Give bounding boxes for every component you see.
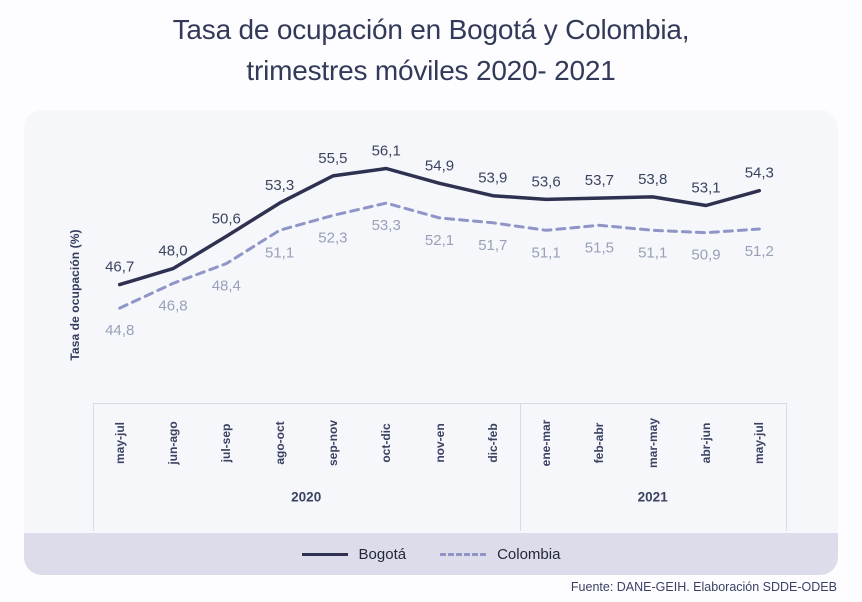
bogota-data-label: 55,5 [318,150,347,167]
bogota-data-label: 53,9 [478,170,507,187]
legend-item-colombia: Colombia [440,546,560,563]
legend-label-bogota: Bogotá [358,545,407,563]
bogota-data-label: 56,1 [372,143,401,160]
colombia-line-swatch [440,552,487,556]
colombia-data-label: 50,9 [691,247,720,264]
bogota-data-label: 48,0 [158,243,187,260]
colombia-data-label: 51,1 [531,244,560,261]
colombia-data-label: 51,1 [265,244,294,261]
source-note: Fuente: DANE-GEIH. Elaboración SDDE-ODEB [570,580,837,594]
bogota-data-label: 53,6 [531,173,560,190]
colombia-data-label: 51,5 [585,239,614,256]
chart-legend: Bogotá Colombia [24,533,838,575]
colombia-data-label: 51,2 [745,243,774,260]
bogota-data-label: 46,7 [105,259,134,276]
bogota-data-label: 54,3 [745,165,774,182]
bogota-data-label: 53,7 [585,172,614,189]
chart-card [24,110,838,575]
legend-item-bogota: Bogotá [301,545,407,563]
bogota-line [117,166,762,287]
colombia-data-label: 52,1 [425,232,454,249]
colombia-data-label: 44,8 [105,322,134,339]
bogota-data-label: 53,1 [691,180,720,197]
colombia-data-label: 48,4 [212,278,241,295]
bogota-data-label: 53,8 [638,171,667,188]
colombia-data-label: 51,7 [478,237,507,254]
bogota-data-label: 54,9 [425,157,454,174]
chart-title-line1: Tasa de ocupación en Bogotá y Colombia, [172,14,690,45]
colombia-data-label: 51,1 [638,244,667,261]
bogota-data-label: 50,6 [212,210,241,227]
bogota-data-label: 53,3 [265,177,294,194]
chart-title: Tasa de ocupación en Bogotá y Colombia, … [0,10,862,91]
bogota-line-swatch [301,552,348,556]
colombia-data-label: 53,3 [372,217,401,234]
legend-label-colombia: Colombia [497,545,561,563]
colombia-data-label: 46,8 [158,297,187,314]
colombia-data-label: 52,3 [318,229,347,246]
colombia-line [118,201,761,310]
chart-title-line2: trimestres móviles 2020- 2021 [246,54,616,86]
